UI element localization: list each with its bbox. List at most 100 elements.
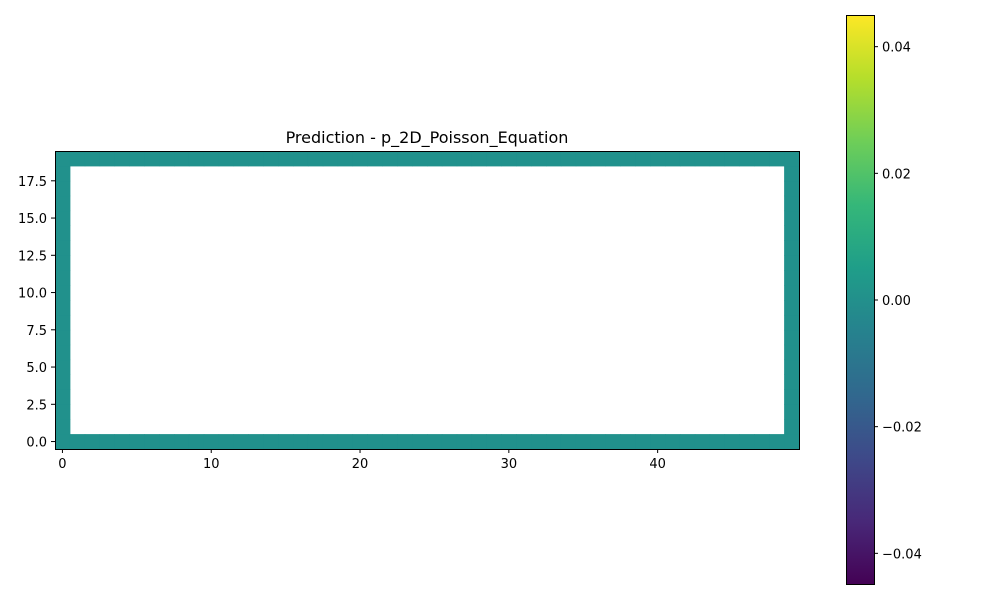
- heatmap-cell: [55, 285, 71, 301]
- heatmap-cell: [531, 151, 547, 167]
- heatmap-cell: [129, 434, 145, 450]
- heatmap-cell: [203, 434, 220, 450]
- colorbar-tick-label: 0.02: [882, 167, 911, 182]
- heatmap-cell: [590, 434, 607, 450]
- heatmap-cell: [427, 151, 443, 167]
- heatmap-cell: [531, 434, 547, 450]
- heatmap-cell: [129, 151, 145, 167]
- heatmap-cell: [55, 344, 71, 361]
- heatmap-cell: [575, 434, 592, 450]
- heatmap-cell: [412, 151, 428, 167]
- heatmap-cell: [412, 434, 428, 450]
- heatmap-cell: [575, 151, 592, 167]
- colorbar-tick-label: 0.00: [882, 294, 911, 309]
- heatmap-cell: [55, 419, 71, 435]
- heatmap-cell: [55, 165, 71, 182]
- y-tick-label: 7.5: [26, 324, 47, 339]
- heatmap-layer: [55, 151, 800, 450]
- y-axis: 0.0 2.5 5.0 7.5 10.0 12.5 15.0 17.5: [18, 175, 55, 451]
- heatmap-cell: [159, 434, 175, 450]
- heatmap-cell: [784, 419, 800, 435]
- heatmap-cell: [501, 151, 517, 167]
- heatmap-cell: [754, 434, 770, 450]
- heatmap-cell: [605, 434, 621, 450]
- colorbar: −0.04 −0.02 0.00 0.02 0.04: [846, 15, 922, 585]
- heatmap-cell: [620, 151, 636, 167]
- x-tick-label: 0: [58, 457, 66, 472]
- heatmap-cell: [590, 151, 607, 167]
- heatmap-cell: [724, 434, 740, 450]
- heatmap-cell: [233, 151, 249, 167]
- heatmap-cell: [367, 434, 383, 450]
- heatmap-cell: [322, 434, 339, 450]
- colorbar-tick-label: −0.04: [882, 547, 922, 562]
- y-tick-label: 10.0: [18, 287, 47, 302]
- heatmap-cell: [55, 270, 71, 286]
- heatmap-cell: [55, 300, 71, 316]
- heatmap-cell: [322, 151, 339, 167]
- heatmap-cell: [55, 389, 71, 405]
- heatmap-cell: [55, 329, 71, 346]
- heatmap-cell: [650, 151, 666, 167]
- heatmap-cell: [784, 180, 800, 197]
- heatmap-cell: [769, 434, 785, 450]
- heatmap-cell: [546, 434, 562, 450]
- heatmap-cell: [397, 151, 413, 167]
- heatmap-cell: [55, 225, 71, 241]
- heatmap-cell: [55, 359, 71, 375]
- heatmap-cell: [665, 151, 681, 167]
- x-tick-label: 10: [203, 457, 220, 472]
- heatmap-cell: [55, 374, 71, 390]
- y-tick-label: 0.0: [26, 436, 47, 451]
- heatmap-cell: [486, 434, 502, 450]
- heatmap-cell: [55, 240, 71, 256]
- heatmap-cell: [694, 434, 711, 450]
- heatmap-cell: [144, 434, 160, 450]
- x-tick-label: 30: [501, 457, 518, 472]
- heatmap-cell: [55, 210, 71, 226]
- heatmap-cell: [486, 151, 502, 167]
- heatmap-cell: [516, 434, 532, 450]
- y-tick-label: 2.5: [26, 398, 47, 413]
- heatmap-cell: [784, 374, 800, 390]
- heatmap-cell: [84, 434, 101, 450]
- heatmap-cell: [218, 151, 235, 167]
- heatmap-cell: [620, 434, 636, 450]
- heatmap-cell: [694, 151, 711, 167]
- heatmap-cell: [293, 434, 309, 450]
- heatmap-cell: [293, 151, 309, 167]
- heatmap-cell: [55, 151, 71, 167]
- x-tick-label: 20: [352, 457, 369, 472]
- heatmap-cell: [352, 434, 368, 450]
- heatmap-cell: [144, 151, 160, 167]
- heatmap-cell: [784, 389, 800, 405]
- y-tick-label: 15.0: [18, 212, 47, 227]
- heatmap-cell: [784, 165, 800, 182]
- heatmap-cell: [84, 151, 101, 167]
- heatmap-cell: [441, 434, 458, 450]
- heatmap-cell: [278, 434, 294, 450]
- heatmap-cell: [456, 151, 473, 167]
- y-tick-label: 12.5: [18, 249, 47, 264]
- heatmap-cell: [456, 434, 473, 450]
- heatmap-cell: [307, 151, 324, 167]
- heatmap-cell: [679, 434, 696, 450]
- heatmap-cell: [784, 195, 800, 212]
- heatmap-cell: [352, 151, 368, 167]
- colorbar-tick-label: 0.04: [882, 41, 911, 56]
- heatmap-cell: [203, 151, 220, 167]
- heatmap-cell: [724, 151, 740, 167]
- heatmap-cell: [739, 434, 755, 450]
- x-tick-label: 40: [649, 457, 666, 472]
- heatmap-cell: [69, 434, 86, 450]
- heatmap-cell: [248, 434, 264, 450]
- heatmap-cell: [307, 434, 324, 450]
- heatmap-cell: [471, 151, 488, 167]
- heatmap-cell: [605, 151, 621, 167]
- heatmap-cell: [174, 434, 190, 450]
- heatmap-cell: [501, 434, 517, 450]
- heatmap-cell: [784, 300, 800, 316]
- heatmap-cell: [114, 151, 130, 167]
- heatmap-cell: [471, 434, 488, 450]
